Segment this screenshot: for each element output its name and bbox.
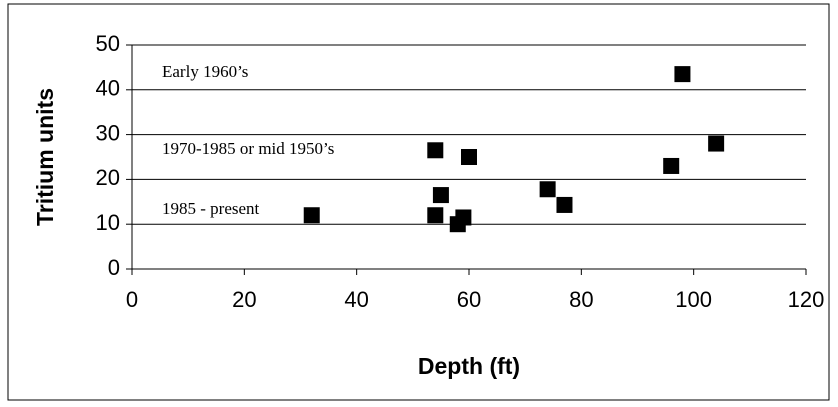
point	[674, 66, 691, 83]
point	[556, 196, 573, 213]
point	[708, 135, 725, 152]
x-tick-label: 100	[675, 287, 712, 312]
y-tick-label: 20	[96, 165, 120, 190]
point	[432, 187, 449, 204]
annotation: 1970-1985 or mid 1950’s	[162, 139, 334, 158]
annotation: Early 1960’s	[162, 62, 248, 81]
point	[303, 207, 320, 224]
x-tick-label: 40	[344, 287, 368, 312]
x-tick-label: 20	[232, 287, 256, 312]
point	[539, 181, 556, 198]
y-tick-label: 30	[96, 120, 120, 145]
y-tick-label: 0	[108, 255, 120, 280]
annotation: 1985 - present	[162, 199, 260, 218]
y-axis-title: Tritium units	[32, 88, 58, 226]
x-tick-label: 60	[457, 287, 481, 312]
chart-border	[7, 3, 830, 401]
point	[427, 207, 444, 224]
y-tick-label: 50	[96, 31, 120, 56]
y-tick-label: 40	[96, 76, 120, 101]
x-axis-title: Depth (ft)	[418, 353, 520, 379]
x-tick-label: 120	[788, 287, 825, 312]
y-tick-label: 10	[96, 210, 120, 235]
point	[461, 149, 477, 165]
point	[663, 157, 680, 174]
x-tick-label: 0	[126, 287, 138, 312]
x-tick-label: 80	[569, 287, 593, 312]
point	[449, 216, 466, 233]
point	[427, 142, 444, 159]
